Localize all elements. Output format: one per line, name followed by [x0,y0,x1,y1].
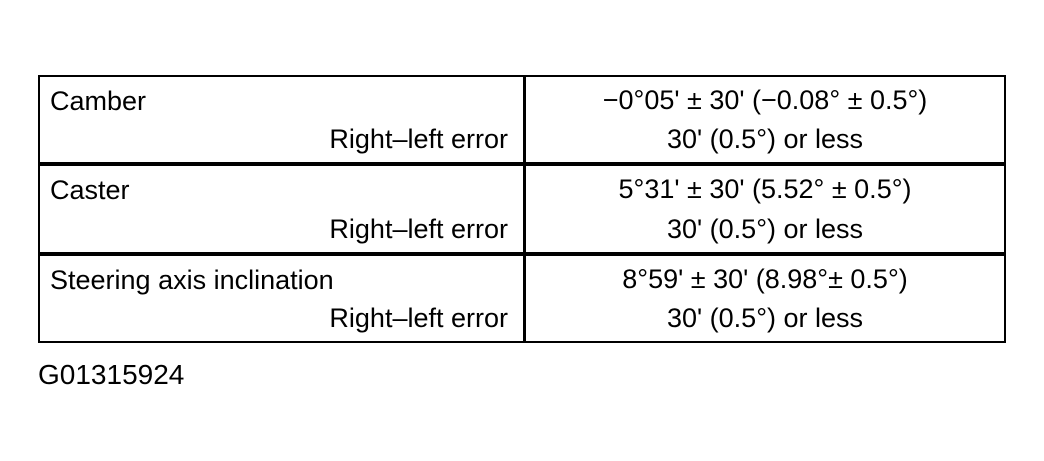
parameter-label: Caster [50,175,130,206]
parameter-cell: Steering axis inclination Right–left err… [40,256,523,341]
parameter-cell: Caster Right–left error [40,166,523,251]
sub-parameter-label: Right–left error [329,213,508,244]
sub-parameter-label: Right–left error [329,124,508,155]
figure-code: G01315924 [38,359,185,390]
spec-cell: −0°05' ± 30' (−0.08° ± 0.5°) 30' (0.5°) … [523,77,1004,163]
table-row-steering-axis-inclination: Steering axis inclination Right–left err… [40,251,1004,341]
spec-value: −0°05' ± 30' (−0.08° ± 0.5°) [602,85,928,115]
parameter-label: Camber [50,86,147,116]
sub-spec-value: 30' (0.5°) or less [666,213,864,244]
spec-value: 8°59' ± 30' (8.98°± 0.5°) [622,263,908,294]
table-row-caster: Caster Right–left error 5°31' ± 30' (5.5… [40,162,1004,252]
spec-cell: 8°59' ± 30' (8.98°± 0.5°) 30' (0.5°) or … [523,255,1004,341]
sub-spec-value: 30' (0.5°) or less [666,302,864,333]
spec-value: 5°31' ± 30' (5.52° ± 0.5°) [618,174,912,205]
parameter-cell: Camber Right–left error [40,77,523,162]
parameter-label: Steering axis inclination [50,264,334,295]
sub-spec-value: 30' (0.5°) or less [666,124,864,155]
table-row-camber: Camber Right–left error −0°05' ± 30' (−0… [40,77,1004,163]
alignment-spec-table: Camber Right–left error −0°05' ± 30' (−0… [38,75,1006,343]
spec-cell: 5°31' ± 30' (5.52° ± 0.5°) 30' (0.5°) or… [523,166,1004,252]
sub-parameter-label: Right–left error [329,302,508,333]
